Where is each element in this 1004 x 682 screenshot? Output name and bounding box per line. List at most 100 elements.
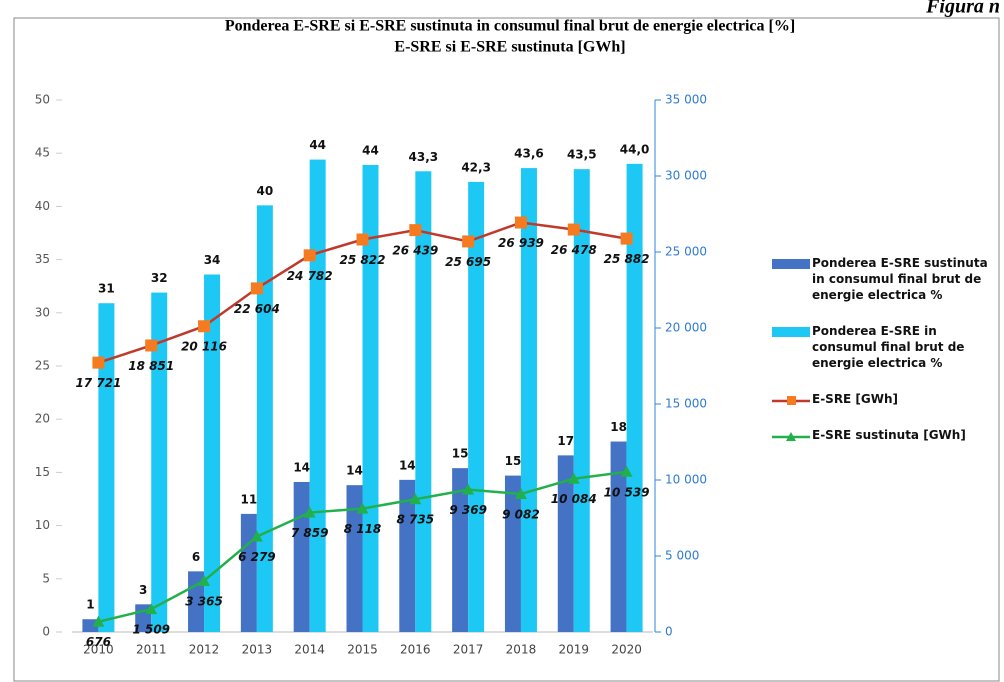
legend-key — [772, 431, 810, 441]
data-label: 9 369 — [449, 503, 487, 517]
y-tick-label: 45 — [35, 146, 50, 160]
data-label: 3 — [139, 583, 147, 597]
y-tick-label: 50 — [35, 93, 50, 107]
bar — [573, 169, 590, 632]
bar — [399, 479, 416, 632]
marker — [409, 224, 422, 237]
data-label: 10 539 — [604, 485, 650, 499]
bar — [204, 274, 221, 632]
data-label: 43,3 — [409, 150, 439, 164]
bar — [151, 292, 168, 632]
x-tick-label: 2016 — [400, 643, 431, 657]
marker — [356, 233, 369, 246]
marker — [462, 235, 475, 248]
data-label: 6 279 — [238, 550, 276, 564]
marker — [145, 339, 158, 352]
marker — [303, 506, 316, 518]
marker — [567, 472, 580, 484]
legend-key — [772, 395, 810, 405]
data-label: 10 084 — [551, 492, 597, 506]
data-label: 17 — [557, 434, 574, 448]
marker — [409, 493, 422, 505]
bar — [415, 171, 432, 632]
bar — [557, 455, 574, 632]
data-label: 3 365 — [185, 594, 223, 608]
marker — [250, 530, 263, 542]
y2-tick-label: 35 000 — [665, 93, 707, 107]
bar — [82, 619, 99, 632]
y-tick-label: 30 — [35, 305, 50, 319]
data-label: 18 851 — [128, 359, 174, 373]
bar — [362, 164, 379, 633]
legend-item: Ponderea E-SRE in consumul final brut de… — [772, 323, 1002, 371]
bar — [626, 163, 643, 632]
data-label: 24 782 — [287, 269, 333, 283]
x-tick-label: 2015 — [347, 643, 378, 657]
data-label: 7 859 — [291, 526, 329, 540]
bar — [98, 303, 115, 632]
y2-tick-label: 25 000 — [665, 245, 707, 259]
data-label: 34 — [204, 253, 221, 267]
marker — [198, 574, 211, 586]
marker — [92, 615, 105, 627]
y2-tick-label: 10 000 — [665, 473, 707, 487]
bar — [293, 481, 310, 632]
legend-item: E-SRE sustinuta [GWh] — [772, 427, 1002, 443]
marker — [145, 603, 158, 615]
y2-tick-label: 15 000 — [665, 397, 707, 411]
bar — [346, 485, 363, 632]
bar — [256, 205, 273, 632]
figure-label: Figura n — [925, 0, 1000, 18]
data-label: 42,3 — [461, 160, 491, 174]
legend-key — [772, 327, 810, 337]
data-label: 1 — [86, 598, 94, 612]
data-label: 11 — [241, 492, 258, 506]
legend-label: Ponderea E-SRE in consumul final brut de… — [812, 324, 965, 370]
y-tick-label: 25 — [35, 359, 50, 373]
marker — [514, 216, 527, 229]
data-label: 17 721 — [75, 376, 121, 390]
data-label: 26 939 — [498, 236, 544, 250]
marker — [567, 223, 580, 236]
data-label: 25 882 — [604, 252, 650, 266]
legend-key — [772, 259, 810, 269]
marker — [356, 502, 369, 514]
legend-label: E-SRE [GWh] — [812, 392, 899, 406]
x-tick-label: 2013 — [242, 643, 273, 657]
data-label: 44 — [309, 138, 326, 152]
marker — [620, 465, 633, 477]
data-label: 1 509 — [132, 623, 170, 637]
x-tick-label: 2014 — [294, 643, 325, 657]
data-label: 14 — [399, 458, 416, 472]
data-label: 22 604 — [234, 302, 280, 316]
y2-tick-label: 0 — [665, 625, 673, 639]
y-tick-label: 40 — [35, 199, 50, 213]
data-label: 15 — [505, 454, 522, 468]
x-tick-label: 2011 — [136, 643, 167, 657]
y-tick-label: 5 — [42, 571, 50, 585]
data-label: 44,0 — [620, 142, 650, 156]
y-tick-label: 10 — [35, 518, 50, 532]
y-tick-label: 15 — [35, 465, 50, 479]
marker — [250, 282, 263, 295]
data-label: 14 — [346, 464, 363, 478]
data-label: 32 — [151, 271, 168, 285]
data-label: 44 — [362, 143, 379, 157]
y2-tick-label: 20 000 — [665, 321, 707, 335]
marker — [462, 483, 475, 495]
data-label: 20 116 — [181, 340, 227, 354]
legend-item: Ponderea E-SRE sustinuta in consumul fin… — [772, 255, 1002, 303]
data-label: 18 — [610, 420, 627, 434]
chart-subtitle: E-SRE si E-SRE sustinuta [GWh] — [394, 39, 625, 56]
bar — [452, 468, 469, 632]
data-label: 43,6 — [514, 147, 544, 161]
chart-title: Ponderea E-SRE si E-SRE sustinuta in con… — [225, 18, 795, 35]
y-tick-label: 0 — [42, 625, 50, 639]
y-tick-label: 35 — [35, 252, 50, 266]
legend-label: E-SRE sustinuta [GWh] — [812, 428, 966, 442]
marker — [303, 249, 316, 262]
x-tick-label: 2019 — [558, 643, 589, 657]
marker — [514, 487, 527, 499]
